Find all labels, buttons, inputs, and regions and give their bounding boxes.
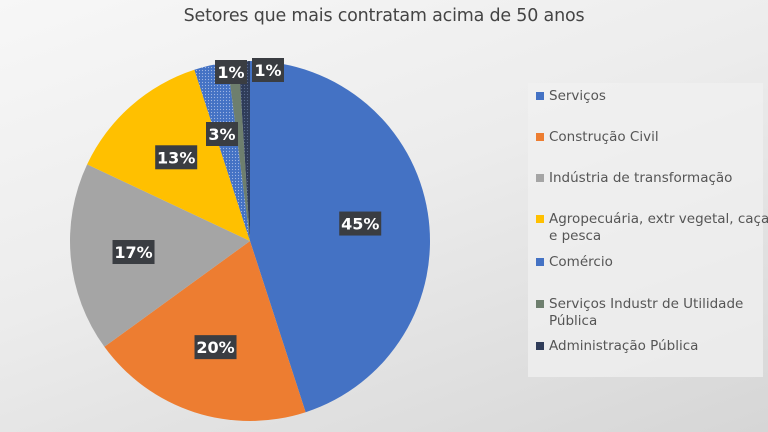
legend-label: Construção Civil (549, 129, 659, 145)
legend-item-industria: Indústria de transformação (536, 170, 768, 187)
pie-slice-6 (238, 61, 250, 241)
data-label-4: 3% (206, 122, 238, 146)
data-label-box (339, 211, 382, 236)
legend-label: Agropecuária, extr vegetal, caça e pesca (549, 211, 768, 244)
pie-slice-4 (194, 62, 250, 241)
legend-item-servicos: Serviços (536, 88, 768, 105)
data-label-3: 13% (155, 145, 198, 170)
legend-label: Serviços Industr de Utilidade Pública (549, 296, 744, 329)
data-label-0: 45% (339, 211, 382, 236)
data-label-box (252, 58, 284, 82)
data-label-6: 1% (252, 58, 284, 82)
chart-legend: Serviços Construção Civil Indústria de t… (528, 83, 768, 377)
legend-item-agropecuaria: Agropecuária, extr vegetal, caça e pesca (536, 211, 768, 245)
pie-slice-2 (70, 164, 250, 347)
data-label-box (206, 122, 238, 146)
data-label-2: 17% (112, 240, 155, 265)
data-label-box (215, 60, 247, 84)
legend-swatch (536, 342, 544, 350)
legend-swatch (536, 258, 544, 266)
data-label-text: 17% (114, 243, 152, 262)
pie-slice-0 (250, 61, 431, 413)
data-label-text: 13% (157, 148, 195, 167)
legend-swatch (536, 174, 544, 182)
data-label-text: 45% (341, 215, 379, 234)
data-label-text: 1% (254, 61, 281, 80)
legend-item-comercio: Comércio (536, 254, 768, 271)
legend-label: Comércio (549, 254, 613, 270)
data-label-box (112, 240, 155, 265)
legend-label: Serviços (549, 88, 606, 104)
chart-title: Setores que mais contratam acima de 50 a… (183, 6, 585, 26)
legend-swatch (536, 133, 544, 141)
data-label-text: 3% (208, 125, 235, 144)
data-label-text: 20% (196, 338, 234, 357)
legend-item-servicos-industr: Serviços Industr de Utilidade Pública (536, 296, 768, 330)
data-label-1: 20% (194, 335, 237, 360)
data-label-box (155, 145, 198, 170)
legend-swatch (536, 92, 544, 100)
legend-item-construcao-civil: Construção Civil (536, 129, 768, 146)
data-label-5: 1% (215, 60, 247, 84)
data-label-text: 1% (217, 63, 244, 82)
legend-label: Indústria de transformação (549, 170, 733, 186)
legend-swatch (536, 300, 544, 308)
legend-swatch (536, 215, 544, 223)
pie-slice-5 (227, 61, 250, 241)
pie-slice-1 (104, 241, 306, 422)
data-label-box (194, 335, 237, 360)
legend-label: Administração Pública (549, 338, 699, 354)
legend-item-administracao: Administração Pública (536, 338, 768, 355)
